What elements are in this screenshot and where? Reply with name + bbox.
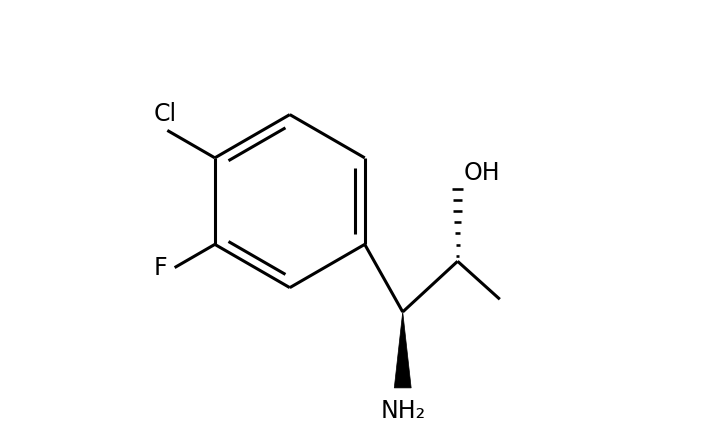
Text: Cl: Cl (154, 102, 177, 126)
Polygon shape (395, 312, 411, 388)
Text: NH₂: NH₂ (380, 399, 425, 423)
Text: OH: OH (464, 160, 501, 184)
Text: F: F (154, 255, 167, 279)
